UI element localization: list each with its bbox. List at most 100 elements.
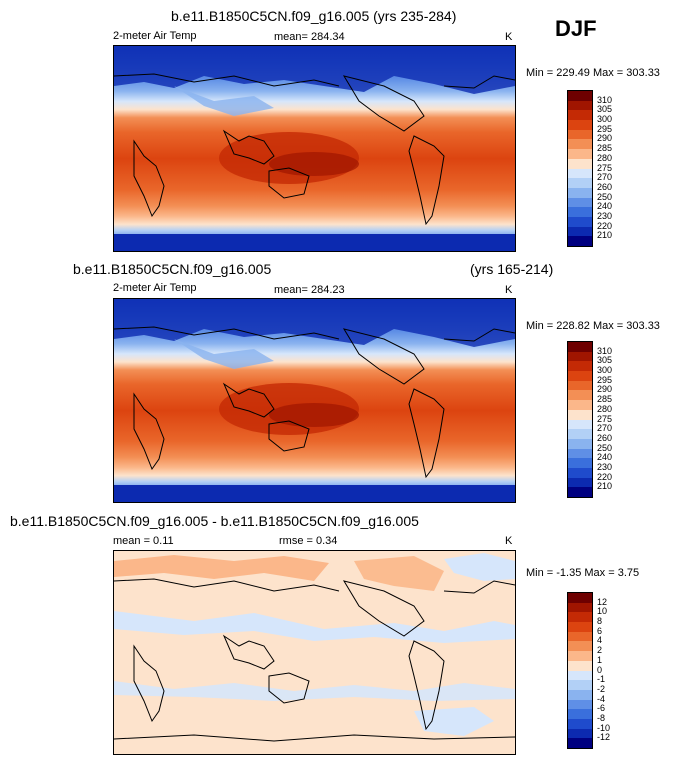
colorbar-label: 295 (597, 374, 613, 385)
colorbar-swatch (568, 709, 592, 719)
colorbar-label: 300 (597, 114, 613, 125)
colorbar-swatch (568, 602, 592, 613)
colorbar-swatch (568, 409, 592, 420)
colorbar-swatch (568, 728, 592, 739)
colorbar-label: 300 (597, 365, 613, 376)
colorbar-label: 8 (597, 616, 603, 627)
panel2-colorbar (567, 341, 593, 498)
colorbar-label: 6 (597, 625, 603, 636)
colorbar-swatch (568, 149, 592, 159)
colorbar-label: 270 (597, 172, 613, 183)
colorbar-swatch (568, 216, 592, 227)
colorbar-label: 305 (597, 355, 613, 366)
panel3-map (113, 550, 516, 755)
panel1-colorbar (567, 90, 593, 247)
colorbar-label: 290 (597, 384, 613, 395)
colorbar-label: -8 (597, 712, 606, 723)
colorbar-label: 210 (597, 230, 613, 241)
colorbar-label: 250 (597, 191, 613, 202)
colorbar-swatch (568, 593, 592, 603)
panel2-variable: 2-meter Air Temp (113, 282, 197, 294)
colorbar-swatch (568, 91, 592, 101)
panel3-mean: mean = 0.11 (113, 535, 174, 547)
panel1-variable: 2-meter Air Temp (113, 30, 197, 42)
panel1-minmax: Min = 229.49 Max = 303.33 (526, 67, 660, 79)
colorbar-label: 270 (597, 423, 613, 434)
panel2-units: K (505, 284, 513, 296)
colorbar-swatch (568, 158, 592, 169)
colorbar-label: 240 (597, 201, 613, 212)
colorbar-swatch (568, 207, 592, 217)
colorbar-swatch (568, 660, 592, 671)
colorbar-label: -4 (597, 693, 606, 704)
colorbar-swatch (568, 448, 592, 459)
panel3-colorbar (567, 592, 593, 749)
colorbar-swatch (568, 622, 592, 632)
colorbar-swatch (568, 738, 592, 748)
colorbar-swatch (568, 487, 592, 497)
colorbar-swatch (568, 342, 592, 352)
colorbar-swatch (568, 178, 592, 188)
panel2-minmax: Min = 228.82 Max = 303.33 (526, 320, 660, 332)
panel2-title-left: b.e11.B1850C5CN.f09_g16.005 (73, 261, 272, 277)
season-label: DJF (555, 16, 597, 41)
colorbar-swatch (568, 129, 592, 140)
colorbar-label: 275 (597, 162, 613, 173)
panel1-title: b.e11.B1850C5CN.f09_g16.005 (yrs 235-284… (171, 8, 457, 24)
colorbar-swatch (568, 110, 592, 121)
colorbar-label: 12 (597, 596, 608, 607)
colorbar-label: 2 (597, 645, 603, 656)
colorbar-swatch (568, 100, 592, 111)
colorbar-swatch (568, 168, 592, 179)
colorbar-label: 260 (597, 432, 613, 443)
colorbar-label: 220 (597, 471, 613, 482)
colorbar-swatch (568, 361, 592, 372)
colorbar-swatch (568, 197, 592, 208)
colorbar-swatch (568, 120, 592, 130)
colorbar-label: 260 (597, 181, 613, 192)
colorbar-label: 210 (597, 481, 613, 492)
colorbar-swatch (568, 467, 592, 478)
colorbar-swatch (568, 400, 592, 410)
panel1-units: K (505, 31, 513, 43)
panel2-map (113, 298, 516, 503)
colorbar-swatch (568, 351, 592, 362)
panel3-minmax: Min = -1.35 Max = 3.75 (526, 567, 640, 579)
colorbar-swatch (568, 236, 592, 246)
colorbar-label: -6 (597, 703, 606, 714)
colorbar-swatch (568, 371, 592, 381)
colorbar-label: 230 (597, 210, 613, 221)
colorbar-swatch (568, 429, 592, 439)
colorbar-label: 275 (597, 413, 613, 424)
panel2-mean: mean= 284.23 (274, 284, 345, 296)
colorbar-label: 1 (597, 654, 603, 665)
panel2-title-right: (yrs 165-214) (470, 261, 554, 277)
colorbar-label: 295 (597, 123, 613, 134)
colorbar-label: 230 (597, 461, 613, 472)
colorbar-label: 10 (597, 606, 608, 617)
panel3-units: K (505, 535, 513, 547)
colorbar-swatch (568, 641, 592, 652)
colorbar-label: -12 (597, 732, 611, 743)
colorbar-label: -1 (597, 674, 606, 685)
colorbar-label: 285 (597, 143, 613, 154)
colorbar-swatch (568, 670, 592, 681)
colorbar-label: 4 (597, 635, 603, 646)
colorbar-swatch (568, 438, 592, 449)
colorbar-label: -2 (597, 683, 606, 694)
colorbar-swatch (568, 477, 592, 488)
colorbar-swatch (568, 718, 592, 729)
colorbar-swatch (568, 689, 592, 700)
colorbar-label: 250 (597, 442, 613, 453)
colorbar-swatch (568, 187, 592, 198)
panel1-mean: mean= 284.34 (274, 31, 345, 43)
panel3-title: b.e11.B1850C5CN.f09_g16.005 - b.e11.B185… (10, 513, 419, 529)
colorbar-label: 285 (597, 394, 613, 405)
colorbar-swatch (568, 699, 592, 710)
colorbar-label: 310 (597, 345, 613, 356)
colorbar-swatch (568, 612, 592, 623)
colorbar-label: 310 (597, 94, 613, 105)
colorbar-label: -10 (597, 722, 611, 733)
colorbar-swatch (568, 226, 592, 237)
panel3-rmse: rmse = 0.34 (279, 535, 338, 547)
